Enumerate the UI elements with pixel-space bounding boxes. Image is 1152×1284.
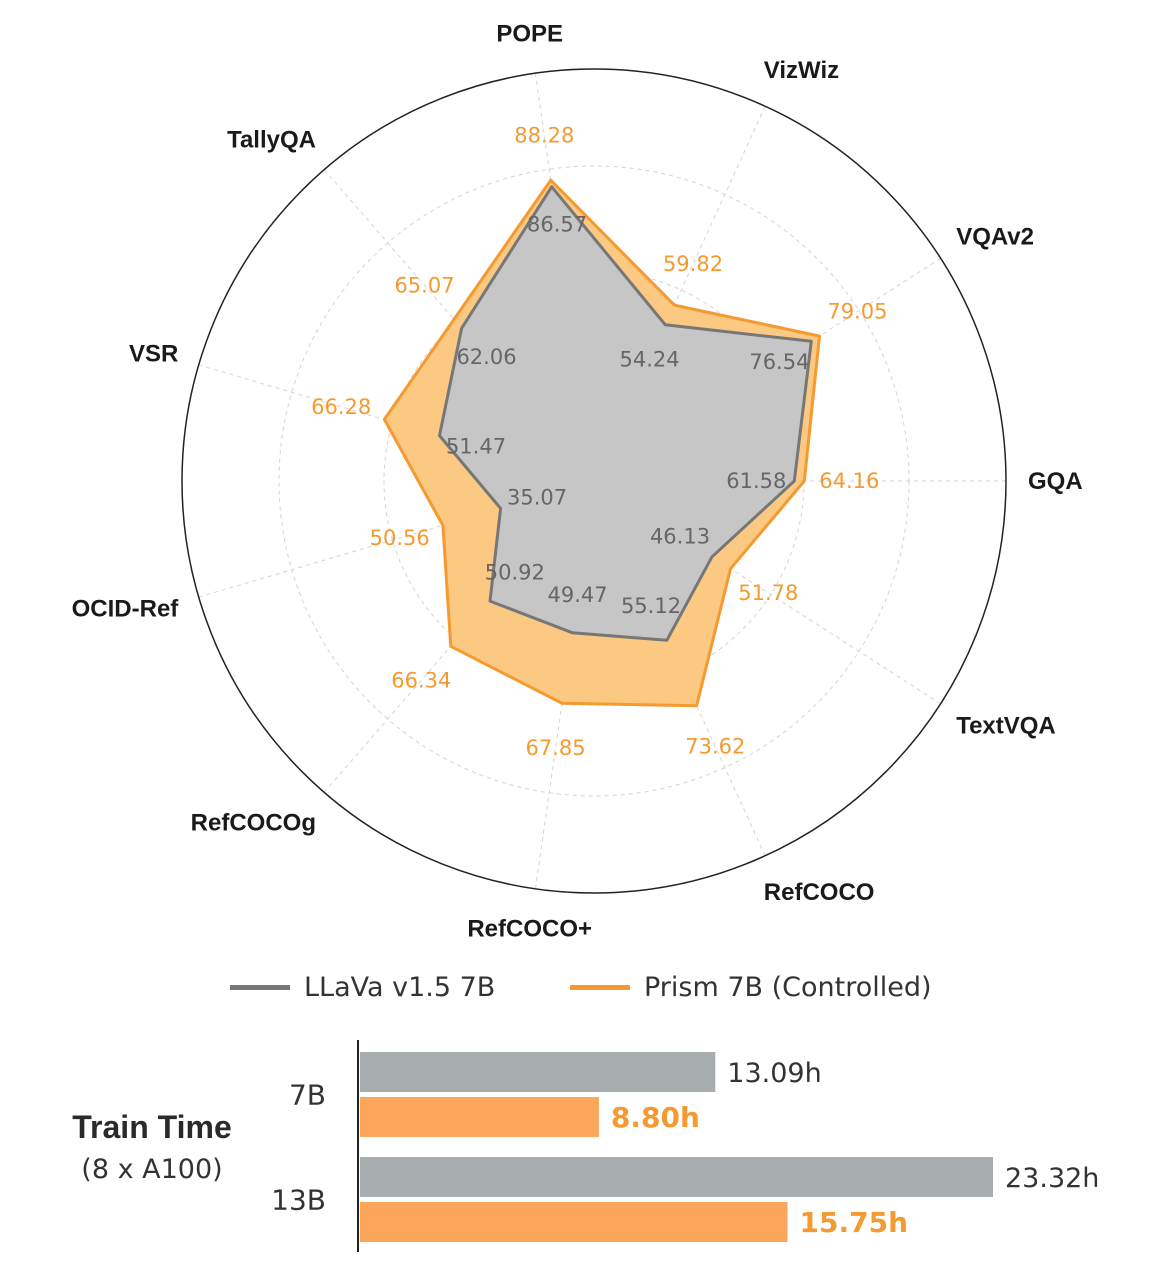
bar-group-label: 13B bbox=[271, 1184, 326, 1217]
data-label-prism: 73.62 bbox=[685, 735, 745, 759]
axis-label: VizWiz bbox=[764, 57, 839, 84]
legend-swatch-prism bbox=[570, 985, 630, 990]
legend-swatch-llava bbox=[230, 985, 290, 990]
axis-label: VQAv2 bbox=[956, 224, 1034, 251]
train-time-bar-chart: Train Time (8 x A100) 7B 13.09h 8.80h 13B 23… bbox=[72, 1040, 1099, 1252]
bar-prism bbox=[360, 1202, 788, 1242]
data-label-prism: 50.56 bbox=[370, 526, 430, 550]
axis-label: RefCOCO+ bbox=[467, 915, 592, 942]
radar-labels: GQA VQAv2 VizWiz POPE TallyQA VSR OCID-Ref RefC… bbox=[72, 21, 1083, 943]
axis-label: OCID-Ref bbox=[72, 595, 180, 622]
radar-outer-ring bbox=[181, 68, 1007, 894]
data-label-llava: 76.54 bbox=[749, 350, 809, 374]
axis-label: RefCOCO bbox=[764, 879, 875, 906]
axis-label: GQA bbox=[1028, 468, 1083, 495]
data-label-prism: 66.28 bbox=[311, 395, 371, 419]
bar-prism bbox=[360, 1097, 599, 1137]
data-label-llava: 86.57 bbox=[527, 212, 587, 236]
bar-llava bbox=[360, 1157, 993, 1197]
bar-label-prism: 15.75h bbox=[800, 1206, 909, 1239]
data-label-llava: 51.47 bbox=[446, 434, 506, 458]
legend-label-llava: LLaVa v1.5 7B bbox=[304, 972, 496, 1003]
bar-marks: 7B 13.09h 8.80h 13B 23.32h 15.75h bbox=[271, 1052, 1099, 1242]
data-label-llava: 54.24 bbox=[620, 347, 680, 371]
axis-label: VSR bbox=[129, 341, 178, 368]
train-time-subtitle: (8 x A100) bbox=[81, 1154, 222, 1185]
data-label-prism: 64.16 bbox=[819, 469, 879, 493]
axis-label: RefCOCOg bbox=[191, 810, 316, 837]
axis-label: TallyQA bbox=[227, 126, 316, 153]
data-label-llava: 61.58 bbox=[726, 469, 786, 493]
train-time-title: Train Time bbox=[72, 1109, 231, 1145]
bar-label-llava: 23.32h bbox=[1005, 1163, 1099, 1194]
data-label-prism: 79.05 bbox=[827, 300, 887, 324]
radar-chart: GQA VQAv2 VizWiz POPE TallyQA VSR OCID-Ref RefC… bbox=[72, 21, 1083, 943]
data-label-prism: 65.07 bbox=[394, 273, 454, 297]
legend-label-prism: Prism 7B (Controlled) bbox=[644, 972, 932, 1003]
bar-label-llava: 13.09h bbox=[727, 1058, 821, 1089]
data-label-llava: 55.12 bbox=[621, 594, 681, 618]
data-label-prism: 51.78 bbox=[738, 581, 798, 605]
data-label-prism: 88.28 bbox=[514, 124, 574, 148]
series-area-llava bbox=[438, 185, 813, 642]
axis-label: POPE bbox=[496, 21, 563, 48]
radar-series bbox=[382, 178, 821, 708]
data-label-llava: 35.07 bbox=[507, 486, 567, 510]
legend: LLaVa v1.5 7B Prism 7B (Controlled) bbox=[0, 972, 1152, 1012]
data-label-llava: 49.47 bbox=[548, 583, 608, 607]
data-label-llava: 46.13 bbox=[650, 524, 710, 548]
legend-item-prism: Prism 7B (Controlled) bbox=[570, 972, 932, 1003]
bar-llava bbox=[360, 1052, 716, 1092]
data-label-llava: 50.92 bbox=[485, 560, 545, 584]
axis-label: TextVQA bbox=[956, 712, 1056, 739]
legend-item-llava: LLaVa v1.5 7B bbox=[230, 972, 495, 1003]
data-label-prism: 67.85 bbox=[526, 736, 586, 760]
bar-group-label: 7B bbox=[289, 1079, 326, 1112]
data-label-prism: 59.82 bbox=[663, 252, 723, 276]
data-label-prism: 66.34 bbox=[391, 668, 451, 692]
data-label-llava: 62.06 bbox=[456, 345, 516, 369]
bar-label-prism: 8.80h bbox=[611, 1101, 700, 1134]
